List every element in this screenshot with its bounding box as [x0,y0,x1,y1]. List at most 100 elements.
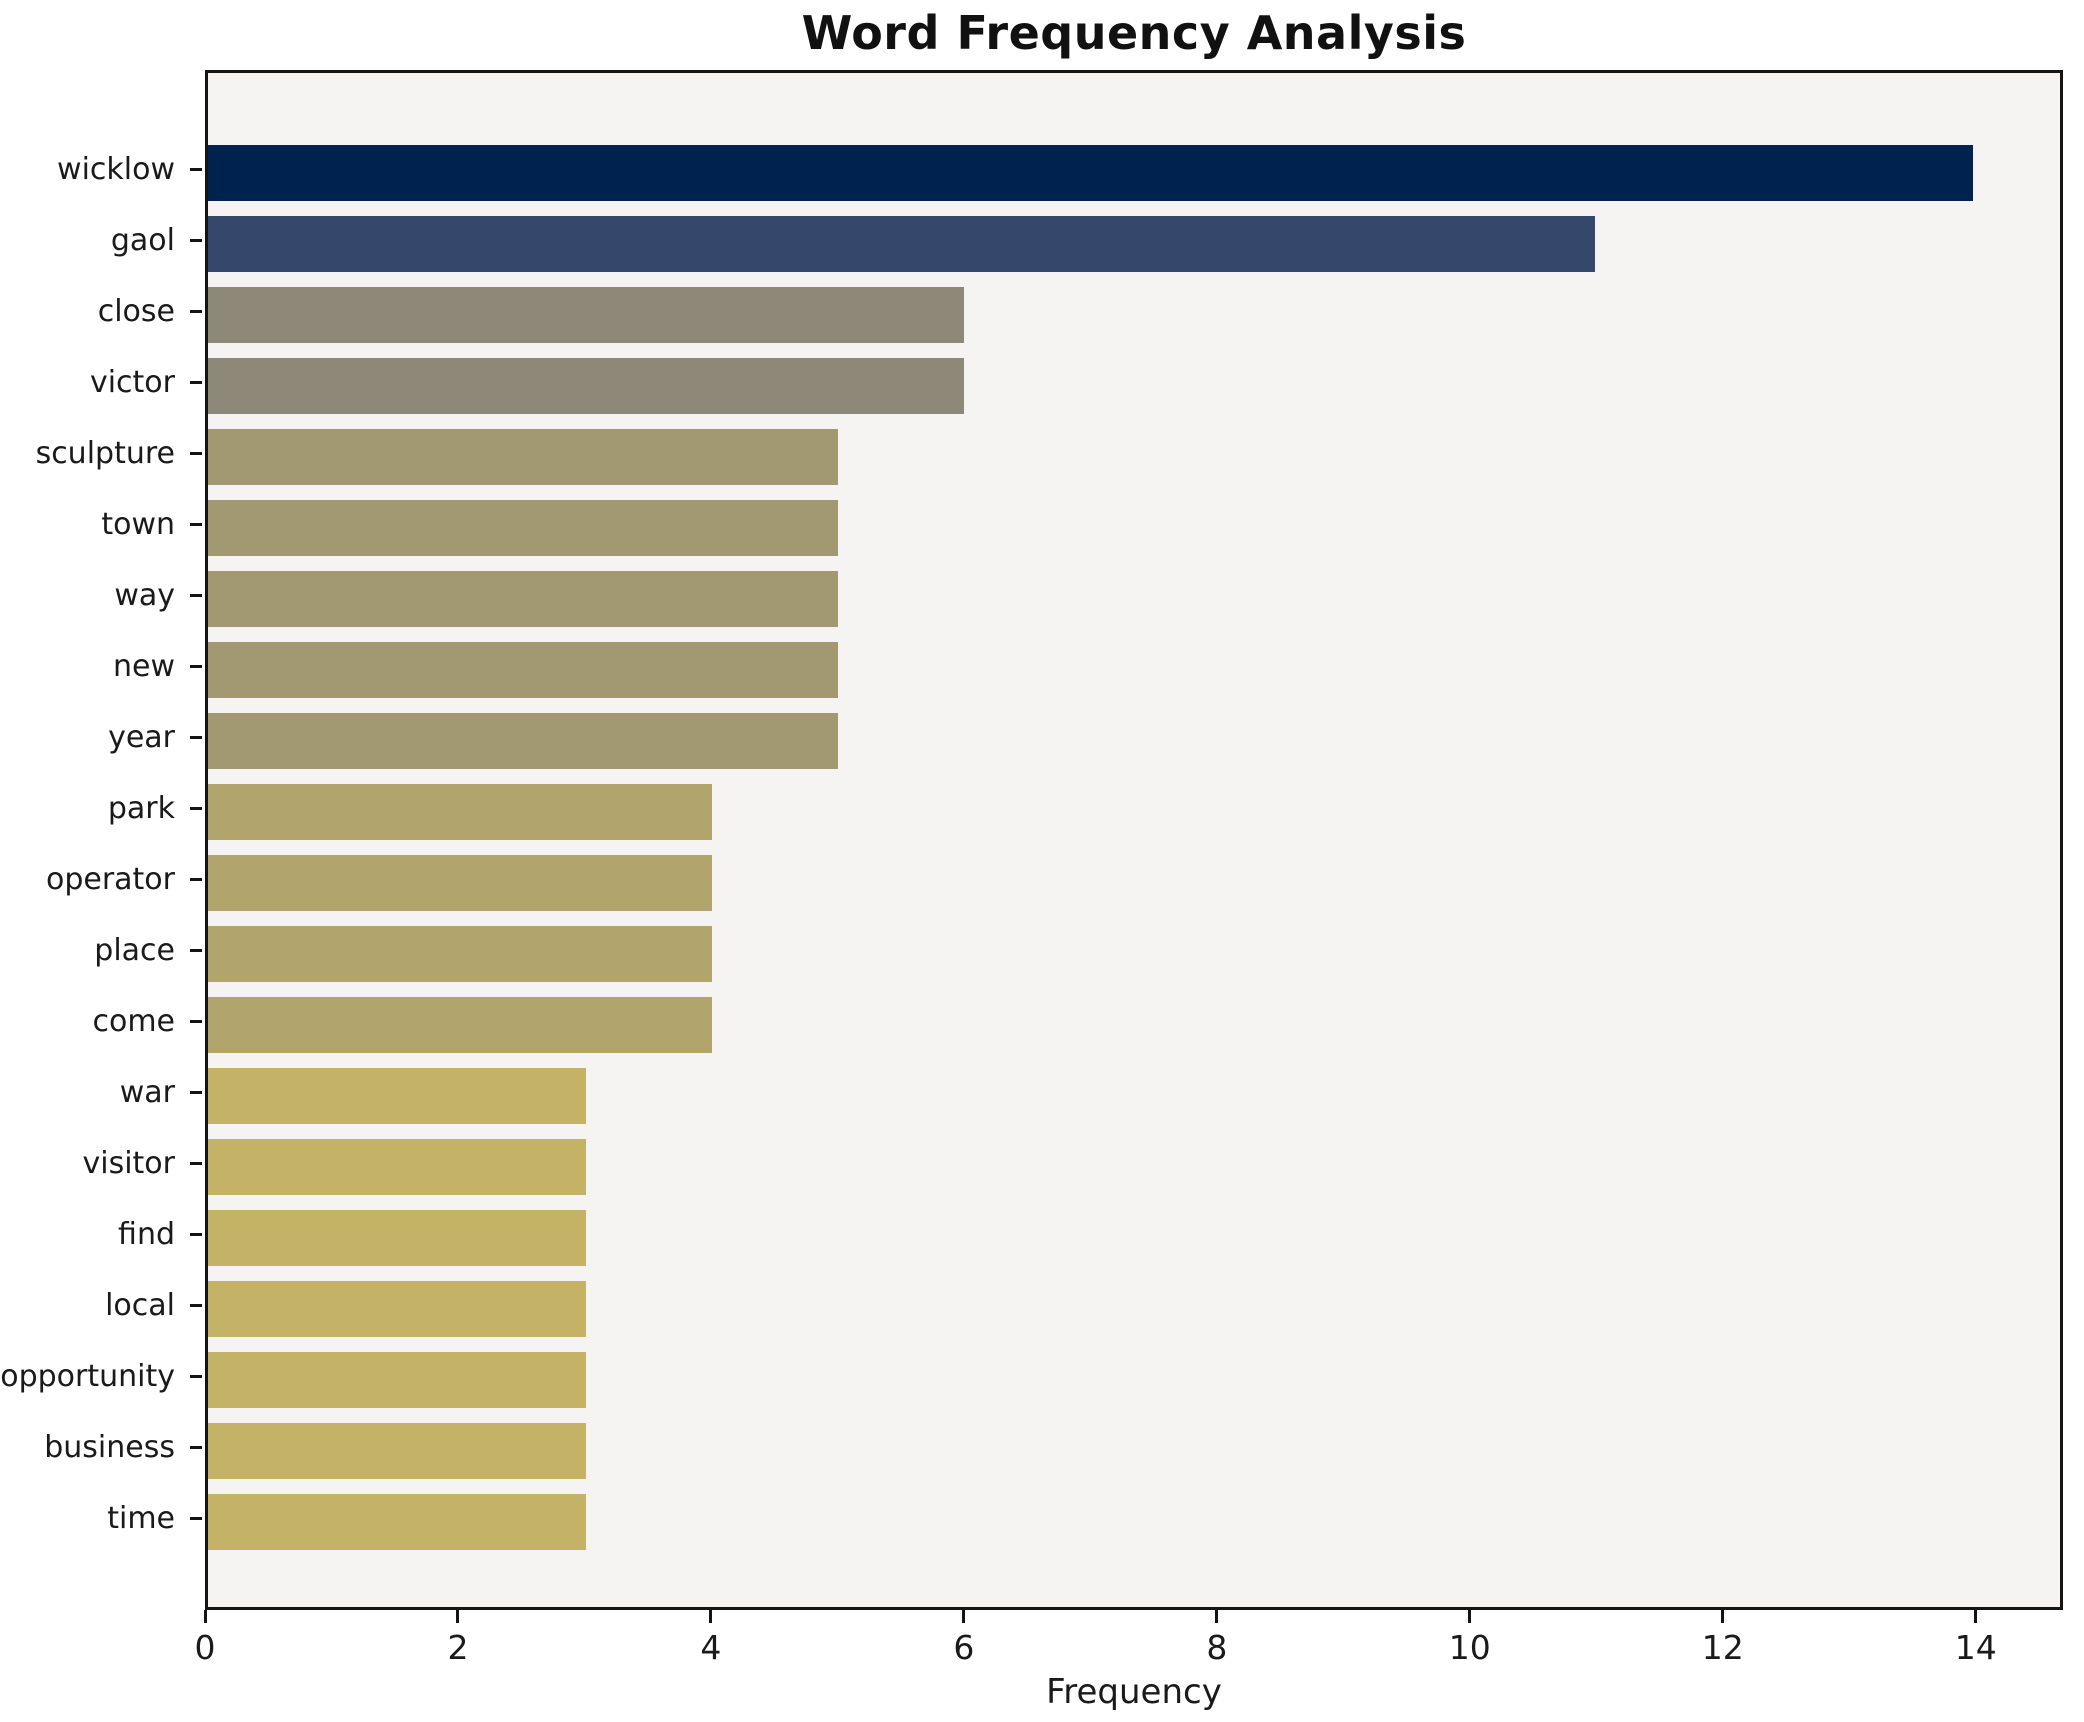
plot-area [205,70,2063,1610]
y-label-local: local [105,1288,175,1323]
bar-find [208,1209,587,1266]
chart-title: Word Frequency Analysis [801,6,1467,60]
x-tick-label: 14 [1954,1628,1997,1667]
bar-new [208,641,839,698]
x-tick-label: 6 [953,1628,975,1667]
y-axis-labels: wicklow gaol close victor sculpture town way ne… [0,134,183,1554]
bar-row [208,634,2060,705]
x-tick-label: 12 [1701,1628,1744,1667]
x-tick [1974,1610,1978,1623]
y-label-way: way [114,578,175,613]
x-tick [962,1610,966,1623]
y-tick [190,168,202,171]
bar-row [208,1202,2060,1273]
y-tick [190,878,202,881]
y-label-year: year [108,720,175,755]
x-tick [1468,1610,1472,1623]
bar-row [208,1273,2060,1344]
x-tick-label: 4 [700,1628,722,1667]
y-label-close: close [97,294,175,329]
bar-row [208,847,2060,918]
bar-row [208,208,2060,279]
x-tick [203,1610,207,1623]
bar-row [208,705,2060,776]
y-tick [190,381,202,384]
y-label-find: find [118,1217,175,1252]
y-tick [190,807,202,810]
y-tick [190,1446,202,1449]
bar-wicklow [208,144,1973,201]
bar-way [208,570,839,627]
y-tick [190,1375,202,1378]
y-tick [190,1020,202,1023]
bar-opportunity [208,1351,587,1408]
y-label-town: town [101,507,175,542]
x-axis-label: Frequency [1046,1672,1222,1712]
bar-row [208,350,2060,421]
y-label-new: new [112,649,175,684]
x-tick [1721,1610,1725,1623]
y-label-time: time [107,1501,175,1536]
bar-row [208,563,2060,634]
bar-town [208,499,839,556]
bar-row [208,279,2060,350]
bar-victor [208,357,965,414]
y-label-business: business [44,1430,175,1465]
x-tick-label: 8 [1206,1628,1228,1667]
bar-row [208,137,2060,208]
x-tick-label: 0 [194,1628,216,1667]
y-label-wicklow: wicklow [57,152,175,187]
y-label-place: place [94,933,175,968]
y-tick [190,523,202,526]
bar-time [208,1493,587,1550]
bar-row [208,1486,2060,1557]
bar-sculpture [208,428,839,485]
bar-row [208,1415,2060,1486]
bar-row [208,1060,2060,1131]
y-label-come: come [92,1004,175,1039]
y-label-sculpture: sculpture [35,436,175,471]
y-label-war: war [119,1075,175,1110]
y-label-gaol: gaol [110,223,175,258]
bar-gaol [208,215,1595,272]
y-label-visitor: visitor [82,1146,175,1181]
bar-row [208,421,2060,492]
y-tick [190,1091,202,1094]
bar-row [208,918,2060,989]
x-tick [456,1610,460,1623]
y-tick [190,239,202,242]
bar-war [208,1067,587,1124]
bar-close [208,286,965,343]
y-tick [190,594,202,597]
y-tick [190,1162,202,1165]
bar-row [208,776,2060,847]
bar-park [208,783,713,840]
y-tick [190,736,202,739]
x-tick-label: 10 [1448,1628,1491,1667]
bar-row [208,1344,2060,1415]
y-label-victor: victor [89,365,175,400]
y-tick [190,1233,202,1236]
y-tick [190,949,202,952]
bar-row [208,989,2060,1060]
x-tick-label: 2 [447,1628,469,1667]
bar-place [208,925,713,982]
bar-come [208,996,713,1053]
y-tick [190,452,202,455]
x-tick [1215,1610,1219,1623]
bars-container [208,73,2060,1607]
y-label-opportunity: opportunity [0,1359,175,1394]
y-label-park: park [107,791,175,826]
y-tick [190,1304,202,1307]
bar-year [208,712,839,769]
y-tick [190,1517,202,1520]
bar-business [208,1422,587,1479]
bar-visitor [208,1138,587,1195]
x-tick [709,1610,713,1623]
bar-row [208,1131,2060,1202]
y-label-operator: operator [45,862,175,897]
bar-local [208,1280,587,1337]
bar-operator [208,854,713,911]
y-tick [190,665,202,668]
